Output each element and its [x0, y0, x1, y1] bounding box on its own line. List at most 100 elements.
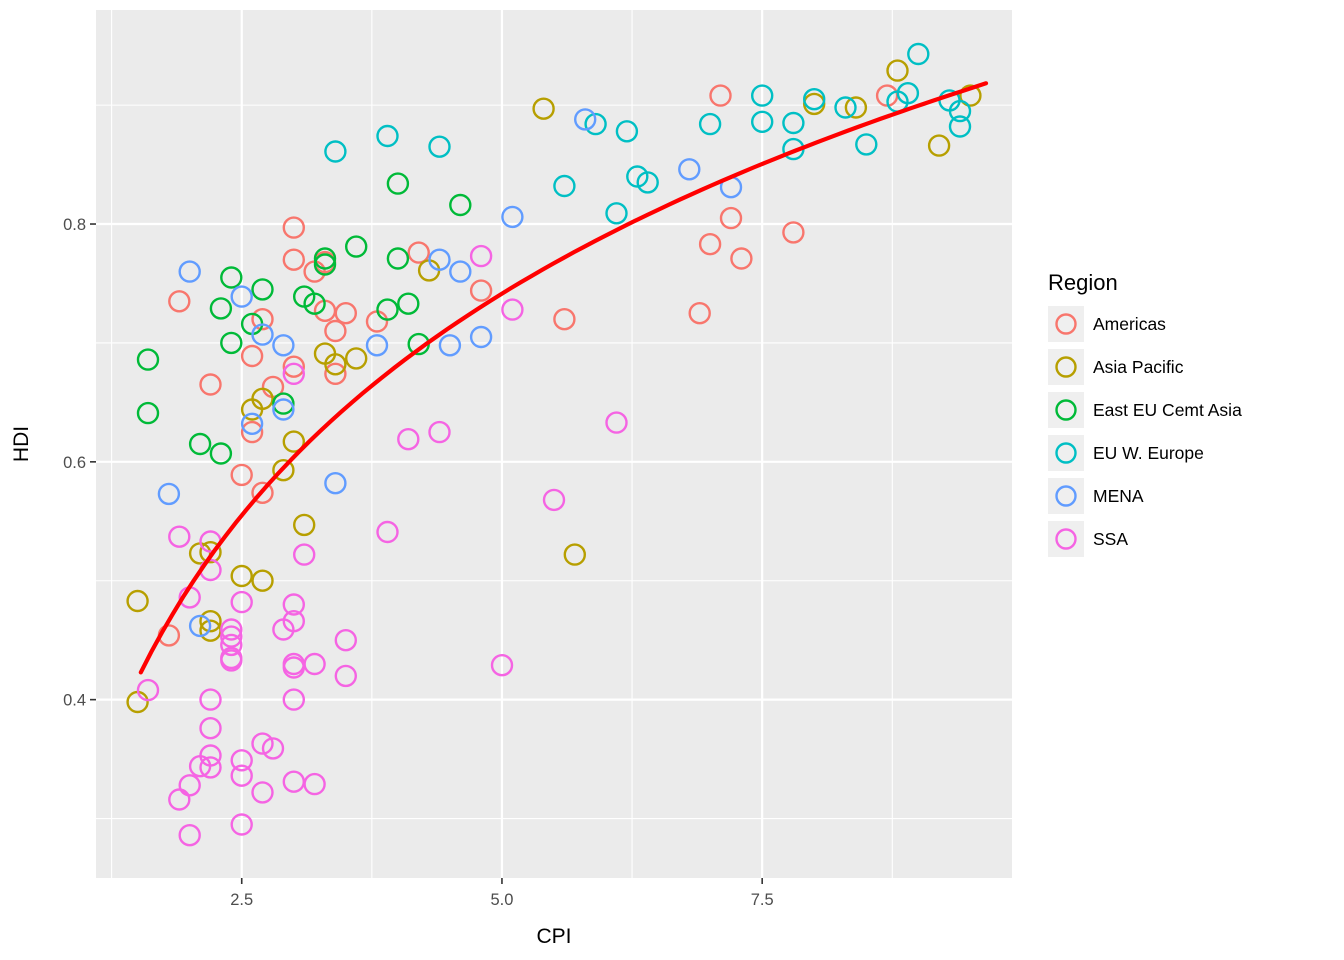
data-point — [469, 279, 493, 302]
plot-panel — [96, 10, 1012, 878]
data-point — [220, 625, 243, 648]
data-point — [282, 688, 305, 711]
data-point — [230, 764, 253, 787]
data-point — [230, 590, 253, 614]
data-point — [584, 112, 607, 136]
data-point — [230, 813, 253, 836]
data-point — [490, 654, 514, 677]
data-point — [136, 401, 160, 425]
legend-key — [1048, 306, 1084, 342]
data-point — [188, 432, 212, 456]
legend-entry: SSA — [1048, 521, 1338, 557]
data-point — [386, 247, 410, 270]
data-point — [282, 248, 305, 271]
legend-entry: MENA — [1048, 478, 1338, 514]
data-point — [251, 781, 274, 804]
data-point — [282, 355, 305, 378]
data-point — [240, 412, 264, 435]
data-point — [324, 362, 347, 385]
y-tick-label: 0.6 — [63, 454, 86, 472]
legend-glyph — [1055, 442, 1077, 464]
data-point — [251, 569, 274, 592]
data-point — [199, 756, 222, 779]
legend-label: MENA — [1093, 485, 1144, 506]
data-point — [324, 319, 347, 343]
x-tick-label: 7.5 — [751, 891, 774, 909]
data-point — [501, 205, 524, 229]
data-point — [199, 610, 222, 633]
legend-key — [1048, 392, 1084, 428]
data-point — [636, 171, 659, 194]
data-point — [313, 253, 337, 276]
data-point — [469, 244, 493, 268]
data-point — [293, 513, 316, 537]
legend-label: East EU Cemt Asia — [1093, 399, 1242, 420]
data-point — [574, 108, 597, 131]
data-point — [751, 84, 774, 107]
data-point — [469, 325, 493, 349]
data-point — [688, 302, 711, 325]
data-point — [240, 420, 264, 444]
legend-entries: Americas Asia Pacific East EU Cemt Asia EU … — [1048, 306, 1338, 557]
data-point — [261, 737, 285, 760]
data-point — [927, 134, 951, 157]
data-point — [272, 459, 295, 482]
data-point — [293, 543, 316, 566]
data-point — [282, 362, 305, 385]
data-point — [188, 614, 212, 638]
data-point — [324, 140, 347, 163]
data-point — [220, 633, 243, 657]
data-point — [428, 135, 451, 158]
legend-glyph — [1055, 485, 1077, 507]
y-tick-label: 0.4 — [63, 692, 86, 710]
data-point — [272, 334, 295, 357]
data-point — [126, 589, 149, 613]
data-point — [698, 232, 722, 256]
data-point — [428, 248, 451, 271]
y-axis-title: HDI — [10, 426, 33, 462]
data-point — [251, 278, 274, 301]
legend-key-circle-icon — [1055, 356, 1077, 378]
data-point — [376, 298, 399, 321]
data-point — [365, 334, 389, 357]
data-point — [230, 749, 253, 772]
data-point — [386, 172, 410, 195]
data-point — [782, 221, 805, 244]
data-point — [345, 347, 368, 370]
data-point — [136, 348, 160, 371]
data-point — [230, 285, 253, 308]
data-point — [251, 387, 274, 410]
data-point — [803, 87, 826, 111]
data-point — [136, 678, 160, 702]
data-point — [615, 120, 639, 143]
legend-key-circle-icon — [1055, 485, 1077, 507]
data-point — [605, 202, 628, 225]
data-point — [345, 235, 368, 258]
data-point — [605, 411, 628, 434]
data-point — [303, 772, 326, 796]
data-point — [542, 488, 566, 512]
data-point — [282, 593, 305, 616]
data-point — [199, 744, 222, 767]
legend-key — [1048, 521, 1084, 557]
legend-label: SSA — [1093, 528, 1129, 549]
data-point — [272, 392, 295, 415]
legend-entry: EU W. Europe — [1048, 435, 1338, 471]
x-axis-title: CPI — [536, 925, 571, 948]
data-point — [282, 430, 305, 453]
data-point — [168, 290, 191, 313]
data-point — [886, 59, 909, 82]
data-point — [844, 96, 868, 119]
data-point — [334, 302, 357, 325]
data-point — [698, 112, 722, 136]
data-point — [959, 84, 982, 107]
x-tick-label: 2.5 — [230, 891, 253, 909]
data-point — [719, 206, 743, 230]
data-point — [896, 81, 920, 105]
legend-label: EU W. Europe — [1093, 442, 1204, 463]
data-point — [438, 334, 462, 357]
legend-key-circle-icon — [1055, 399, 1077, 421]
legend-glyph — [1055, 528, 1077, 550]
legend-glyph — [1055, 313, 1077, 335]
data-point — [948, 115, 972, 138]
